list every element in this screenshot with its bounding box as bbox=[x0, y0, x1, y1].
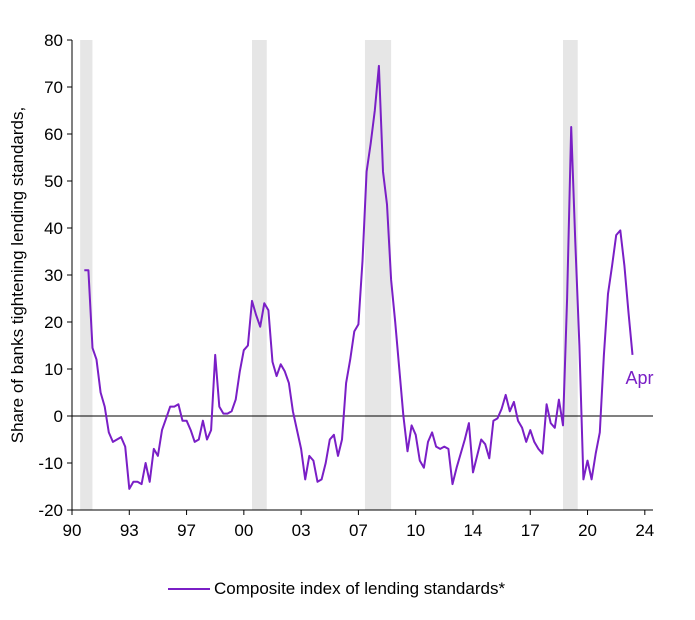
x-tick-label: 00 bbox=[234, 521, 253, 540]
labels-group: Share of banks tightening lending standa… bbox=[8, 107, 654, 443]
annotation-apr: Apr bbox=[626, 368, 654, 388]
y-tick-label: 40 bbox=[44, 219, 63, 238]
x-tick-label: 14 bbox=[464, 521, 483, 540]
y-tick-label: 80 bbox=[44, 31, 63, 50]
x-tick-label: 93 bbox=[120, 521, 139, 540]
legend: Composite index of lending standards* bbox=[168, 578, 505, 600]
y-tick-label: 30 bbox=[44, 266, 63, 285]
recession-band bbox=[80, 40, 93, 510]
x-tick-label: 90 bbox=[63, 521, 82, 540]
legend-swatch bbox=[168, 588, 210, 590]
recession-band bbox=[364, 40, 392, 510]
recession-band bbox=[562, 40, 578, 510]
legend-label: Composite index of lending standards* bbox=[214, 579, 506, 598]
x-tick-label: 20 bbox=[578, 521, 597, 540]
x-tick-label: 97 bbox=[177, 521, 196, 540]
recession-band bbox=[252, 40, 267, 510]
x-tick-label: 17 bbox=[521, 521, 540, 540]
y-tick-label: 0 bbox=[54, 407, 63, 426]
axes-group: -20 -10 0 10 20 30 40 50 60 70 80 90 93 97 00 03 07 10 14 1… bbox=[38, 31, 654, 540]
y-tick-label: 60 bbox=[44, 125, 63, 144]
x-tick-label: 03 bbox=[292, 521, 311, 540]
x-tick-label: 07 bbox=[349, 521, 368, 540]
y-tick-label: 50 bbox=[44, 172, 63, 191]
y-tick-label: 70 bbox=[44, 78, 63, 97]
series-group bbox=[84, 64, 634, 490]
y-tick-label: 10 bbox=[44, 360, 63, 379]
x-tick-label: 10 bbox=[406, 521, 425, 540]
y-tick-label: 20 bbox=[44, 313, 63, 332]
series-line bbox=[84, 64, 634, 490]
y-tick-label: -20 bbox=[38, 501, 63, 520]
x-tick-label: 24 bbox=[635, 521, 654, 540]
y-axis-title: Share of banks tightening lending standa… bbox=[8, 107, 27, 443]
recession-shading-group bbox=[80, 40, 578, 510]
y-tick-label: -10 bbox=[38, 454, 63, 473]
